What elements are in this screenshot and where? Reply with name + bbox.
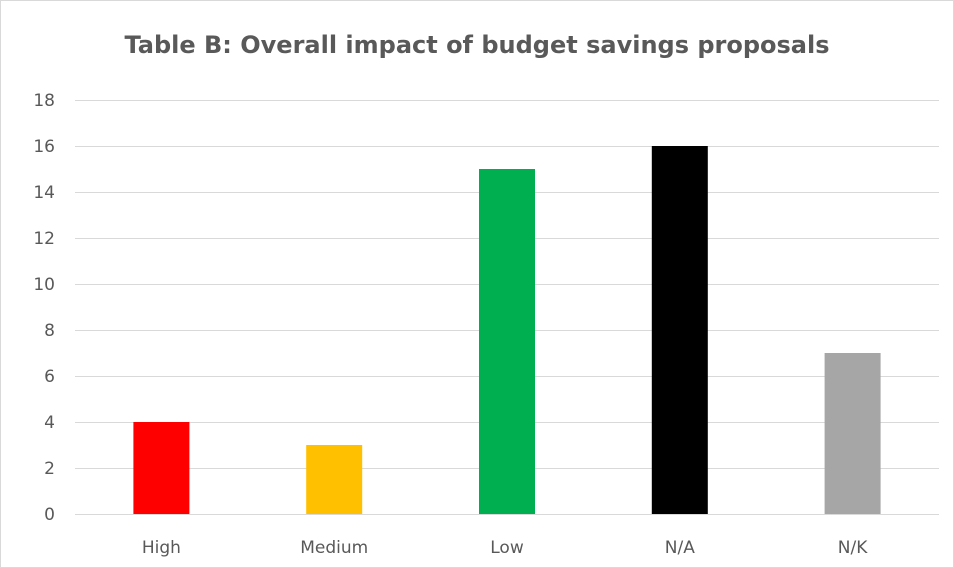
x-tick-label: Medium <box>300 538 368 558</box>
y-tick-label: 0 <box>44 505 55 525</box>
x-tick-label: N/K <box>838 538 868 558</box>
y-axis-tick-labels: 0 2 4 6 8 10 12 14 16 18 <box>33 91 55 525</box>
y-tick-label: 2 <box>44 459 55 479</box>
y-tick-label: 6 <box>44 367 55 387</box>
y-tick-label: 16 <box>33 137 55 157</box>
y-tick-label: 18 <box>33 91 55 111</box>
x-axis-tick-labels: High Medium Low N/A N/K <box>142 538 868 558</box>
y-tick-label: 12 <box>33 229 55 249</box>
y-tick-label: 8 <box>44 321 55 341</box>
chart-title: Table B: Overall impact of budget saving… <box>124 31 830 59</box>
x-tick-label: High <box>142 538 181 558</box>
bar-n-k <box>824 353 881 514</box>
x-tick-label: N/A <box>665 538 695 558</box>
y-tick-label: 4 <box>44 413 55 433</box>
x-tick-label: Low <box>490 538 524 558</box>
bar-n-a <box>651 146 708 514</box>
bars <box>133 146 881 514</box>
y-tick-label: 14 <box>33 183 55 203</box>
y-tick-label: 10 <box>33 275 55 295</box>
bar-high <box>133 422 190 514</box>
bar-low <box>479 169 535 514</box>
bar-medium <box>306 445 363 514</box>
